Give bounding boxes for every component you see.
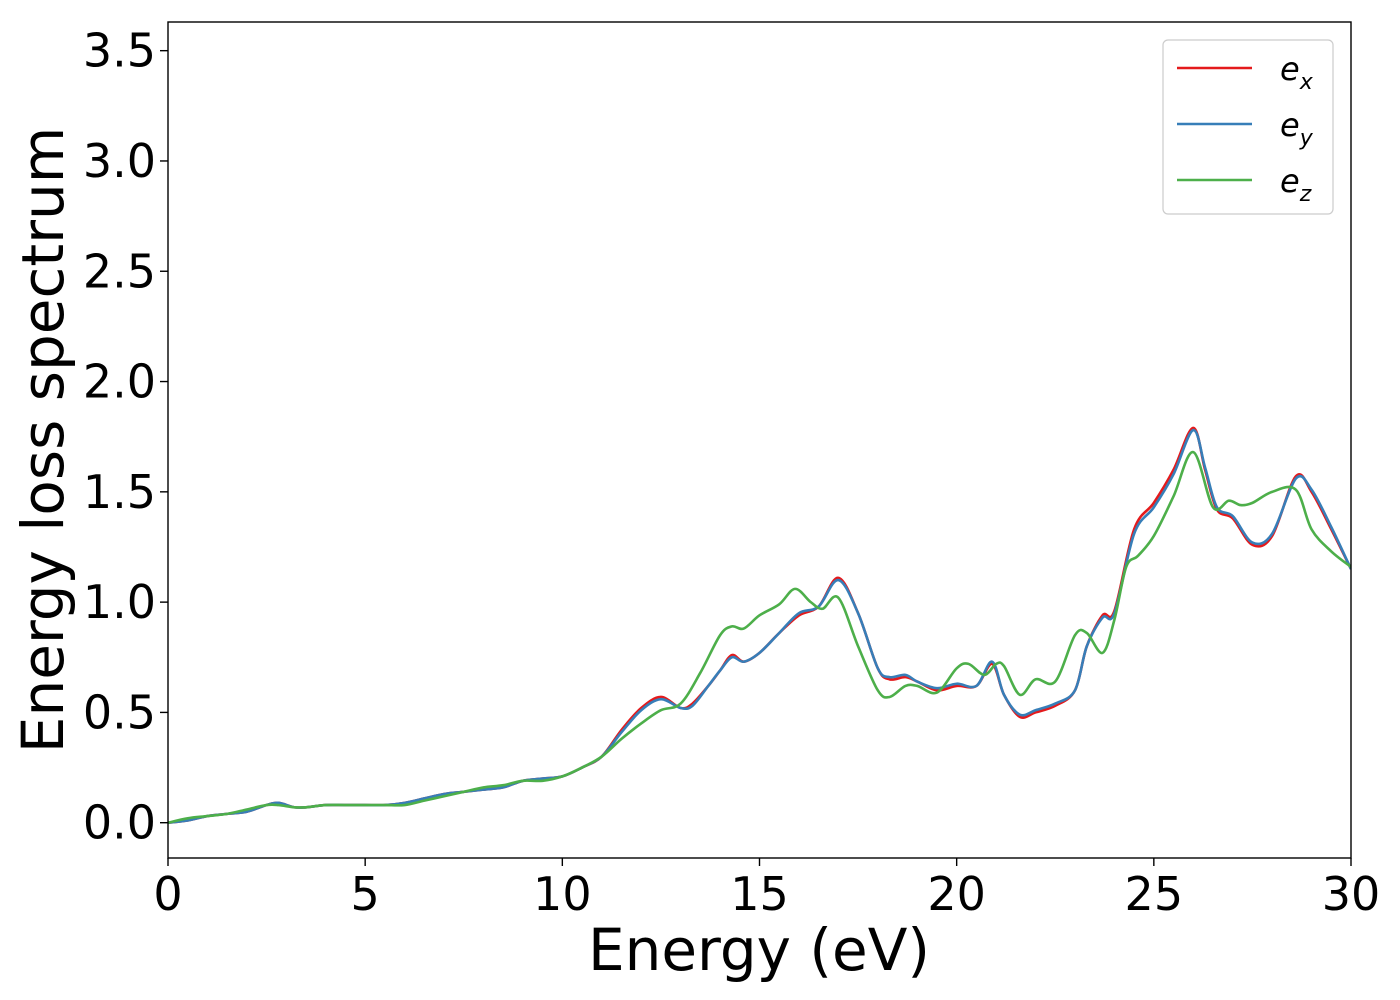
x-axis: 0 5 10 15 20 25 30 bbox=[153, 858, 1380, 921]
y-axis-title: Energy loss spectrum bbox=[9, 127, 77, 753]
y-tick-label: 3.5 bbox=[83, 24, 156, 78]
series-line-z bbox=[168, 450, 1351, 824]
legend-box bbox=[1162, 39, 1334, 215]
x-tick-label: 5 bbox=[351, 867, 380, 921]
x-tick-label: 15 bbox=[730, 867, 789, 921]
y-tick-label: 0.5 bbox=[83, 685, 156, 739]
legend-label-base: e bbox=[1280, 162, 1300, 200]
x-tick-label: 20 bbox=[927, 867, 986, 921]
y-tick-label: 0.0 bbox=[83, 796, 156, 850]
y-tick-label: 1.0 bbox=[83, 575, 156, 629]
legend-label-base: e bbox=[1280, 106, 1300, 144]
y-tick-label: 1.5 bbox=[83, 465, 156, 519]
y-tick-label: 2.0 bbox=[83, 355, 156, 409]
x-axis-title: Energy (eV) bbox=[588, 916, 930, 984]
legend-label-subscript: z bbox=[1299, 182, 1312, 207]
x-tick-label: 0 bbox=[153, 867, 182, 921]
legend-label-subscript: x bbox=[1299, 70, 1314, 95]
x-tick-label: 10 bbox=[533, 867, 592, 921]
legend-label-x: ex bbox=[1280, 50, 1314, 95]
legend-label-y: ey bbox=[1280, 106, 1314, 151]
legend-label-subscript: y bbox=[1299, 126, 1314, 151]
series-layer bbox=[168, 426, 1351, 825]
y-tick-label: 2.5 bbox=[83, 244, 156, 298]
y-axis: 0.0 0.5 1.0 1.5 2.0 2.5 3.0 3.5 bbox=[83, 24, 168, 850]
legend-label-z: ez bbox=[1280, 162, 1312, 207]
x-tick-label: 25 bbox=[1125, 867, 1184, 921]
y-tick-label: 3.0 bbox=[83, 134, 156, 188]
x-tick-label: 30 bbox=[1322, 867, 1381, 921]
legend-label-base: e bbox=[1280, 50, 1300, 88]
